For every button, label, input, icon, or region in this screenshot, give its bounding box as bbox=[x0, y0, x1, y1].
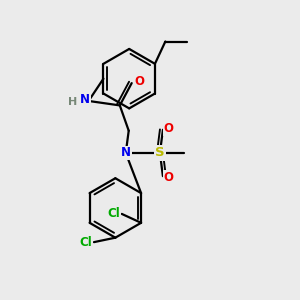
Text: S: S bbox=[155, 146, 165, 160]
Text: Cl: Cl bbox=[107, 207, 120, 220]
Text: N: N bbox=[80, 93, 90, 106]
Text: N: N bbox=[80, 93, 90, 106]
Text: H: H bbox=[68, 98, 77, 107]
Text: O: O bbox=[164, 122, 174, 135]
Text: O: O bbox=[134, 75, 144, 88]
Text: N: N bbox=[121, 146, 131, 160]
Text: O: O bbox=[164, 171, 174, 184]
Text: Cl: Cl bbox=[79, 236, 92, 249]
